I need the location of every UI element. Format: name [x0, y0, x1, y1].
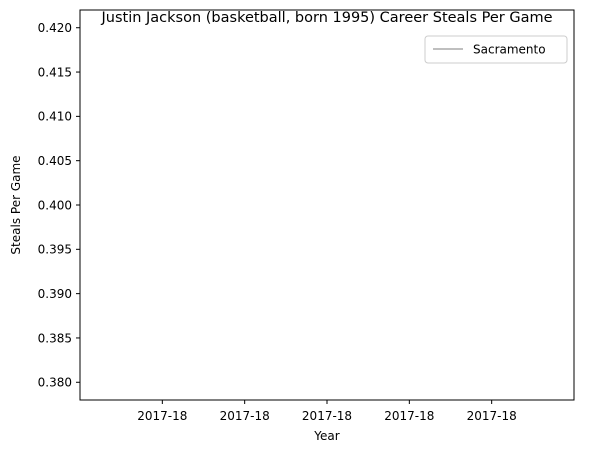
y-tick-label: 0.385: [38, 331, 72, 345]
x-tick-label: 2017-18: [384, 409, 434, 423]
x-tick-label: 2017-18: [302, 409, 352, 423]
plot-area: [79, 9, 575, 401]
y-tick-label: 0.395: [38, 243, 72, 257]
y-axis: 0.380 0.385 0.390 0.395 0.400 0.405 0.410 0.415…: [38, 21, 80, 390]
x-tick-label: 2017-18: [220, 409, 270, 423]
y-tick-label: 0.405: [38, 154, 72, 168]
y-tick-label: 0.410: [38, 110, 72, 124]
legend-box: [424, 35, 568, 64]
legend-label-sacramento: Sacramento: [473, 43, 546, 57]
x-axis: 2017-18 2017-18 2017-18 2017-18 2017-18: [137, 400, 517, 423]
y-tick-label: 0.390: [38, 287, 72, 301]
x-tick-label: 2017-18: [137, 409, 187, 423]
y-tick-label: 0.420: [38, 21, 72, 35]
y-tick-label: 0.415: [38, 65, 72, 79]
chart-title: Justin Jackson (basketball, born 1995) C…: [100, 10, 552, 26]
legend: Sacramento: [424, 35, 568, 64]
x-tick-label: 2017-18: [467, 409, 517, 423]
y-tick-label: 0.400: [38, 198, 72, 212]
x-axis-label: Year: [313, 429, 339, 443]
y-tick-label: 0.380: [38, 376, 72, 390]
y-axis-label: Steals Per Game: [9, 155, 23, 254]
